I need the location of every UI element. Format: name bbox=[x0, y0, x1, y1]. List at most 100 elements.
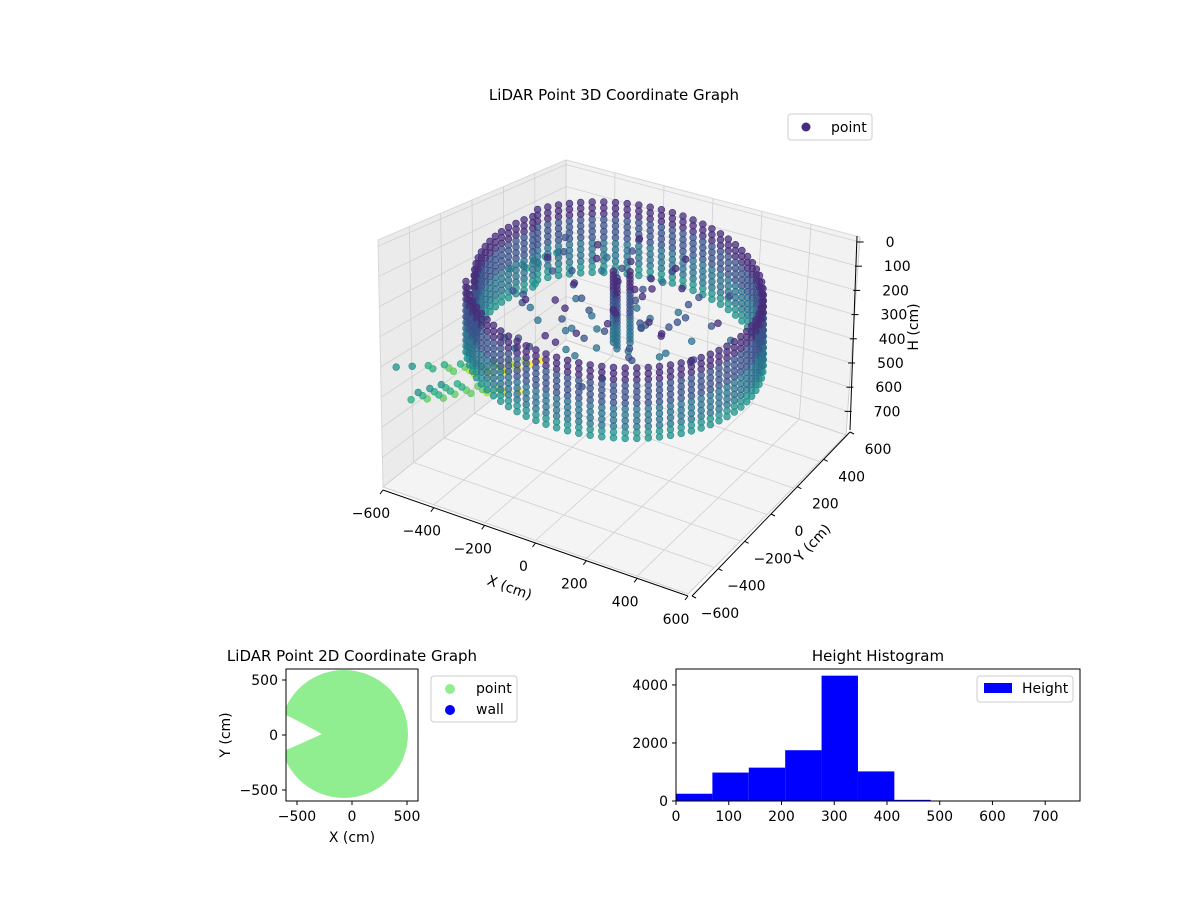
point-3d bbox=[665, 323, 673, 331]
point-3d bbox=[532, 416, 540, 425]
x-tick bbox=[684, 595, 689, 601]
grid-line bbox=[408, 226, 414, 463]
point-3d bbox=[497, 298, 506, 306]
point-3d bbox=[627, 257, 635, 266]
y-tick-label-3d: 400 bbox=[838, 469, 865, 485]
point-3d bbox=[714, 319, 722, 327]
y-tick-label-hist: 2000 bbox=[632, 736, 668, 752]
point-3d bbox=[593, 325, 601, 333]
z-axis-3d bbox=[849, 235, 858, 431]
point-3d bbox=[453, 380, 462, 388]
point-3d bbox=[603, 253, 611, 262]
point-3d bbox=[681, 255, 690, 263]
point-3d bbox=[408, 362, 416, 370]
point-3d bbox=[731, 311, 740, 319]
hist-bar bbox=[785, 750, 822, 801]
point-3d bbox=[716, 300, 725, 308]
point-3d bbox=[483, 386, 491, 394]
y-tick-label-hist: 0 bbox=[659, 794, 668, 810]
point-3d bbox=[603, 320, 612, 328]
point-3d bbox=[551, 296, 559, 304]
point-3d bbox=[592, 344, 601, 352]
point-3d bbox=[647, 275, 655, 283]
point-3d bbox=[725, 292, 734, 300]
point-3d bbox=[548, 267, 557, 275]
point-3d bbox=[638, 292, 647, 301]
point-3d bbox=[504, 402, 513, 411]
point-3d bbox=[657, 330, 666, 338]
x-tick-label-2d: −500 bbox=[278, 809, 316, 825]
grid-line bbox=[535, 364, 820, 462]
x-tick-label-hist: 100 bbox=[715, 809, 742, 825]
legend-3d-marker bbox=[801, 122, 811, 132]
point-3d bbox=[561, 304, 569, 312]
z-tick-label-3d: 600 bbox=[875, 380, 902, 396]
legend-2d: point wall bbox=[430, 675, 518, 723]
x-tick-label-3d: 400 bbox=[612, 594, 639, 610]
point-disc bbox=[286, 670, 408, 798]
y-tick-label-3d: 0 bbox=[795, 524, 804, 540]
y-tick bbox=[770, 513, 776, 517]
point-3d bbox=[598, 433, 606, 441]
plot-2d: LiDAR Point 2D Coordinate Graph −500 0 500… bbox=[218, 647, 518, 846]
grid-line bbox=[378, 186, 859, 277]
x-tick-label-3d: 0 bbox=[519, 559, 528, 575]
point-3d bbox=[567, 324, 576, 332]
x-tick-label-hist: 600 bbox=[979, 809, 1006, 825]
point-3d bbox=[621, 434, 629, 443]
point-3d bbox=[504, 294, 513, 302]
point-3d bbox=[666, 431, 675, 440]
grid-line bbox=[443, 437, 741, 542]
point-3d bbox=[609, 434, 618, 442]
hist-bars bbox=[676, 675, 1077, 801]
hist-bar bbox=[748, 767, 786, 801]
z-axis-3d-label: H (cm) bbox=[906, 303, 922, 350]
plot-hist-frame bbox=[675, 668, 1081, 802]
point-3d bbox=[542, 420, 550, 428]
point-3d bbox=[571, 352, 579, 360]
grid-line bbox=[377, 164, 860, 247]
point-3d bbox=[562, 345, 570, 354]
point-3d bbox=[593, 254, 601, 263]
legend-2d-marker-wall bbox=[445, 705, 455, 715]
point-3d bbox=[687, 427, 696, 435]
ticks-hist: 0 100 200 300 400 500 600 700 0 2000 4000 bbox=[632, 678, 1058, 825]
series-3d-point bbox=[392, 198, 767, 443]
point-3d bbox=[572, 329, 580, 337]
y-tick-label-hist: 4000 bbox=[632, 678, 668, 694]
point-3d bbox=[708, 295, 716, 303]
point-3d bbox=[707, 322, 716, 330]
point-3d bbox=[521, 295, 530, 304]
point-3d bbox=[544, 273, 552, 282]
hist-bar bbox=[712, 772, 749, 801]
point-3d bbox=[522, 412, 530, 420]
point-3d bbox=[625, 344, 634, 353]
point-3d bbox=[618, 264, 626, 272]
point-3d bbox=[392, 363, 400, 371]
y-tick-label-2d: 500 bbox=[251, 673, 278, 689]
y-tick-label-3d: 200 bbox=[812, 497, 839, 513]
y-tick-label-3d: 600 bbox=[865, 442, 892, 458]
point-3d bbox=[558, 315, 566, 323]
point-3d bbox=[737, 403, 745, 411]
legend-hist-marker bbox=[984, 683, 1012, 693]
point-3d bbox=[633, 434, 641, 443]
x-tick-label-2d: 500 bbox=[394, 809, 421, 825]
point-3d bbox=[407, 396, 415, 404]
point-3d bbox=[534, 316, 542, 324]
x-tick-label-3d: 600 bbox=[663, 612, 690, 628]
x-tick-label-3d: 200 bbox=[561, 577, 588, 593]
x-tick-label-hist: 400 bbox=[874, 809, 901, 825]
point-3d bbox=[497, 397, 505, 405]
point-3d bbox=[576, 269, 585, 277]
point-3d bbox=[568, 267, 576, 275]
x-tick-label-hist: 0 bbox=[672, 809, 681, 825]
y-tick-label-3d: −200 bbox=[753, 551, 791, 567]
z-tick-label-3d: 100 bbox=[884, 259, 911, 275]
point-3d bbox=[437, 380, 445, 389]
point-3d bbox=[684, 300, 693, 309]
x-tick bbox=[532, 542, 536, 548]
hist-bar bbox=[857, 771, 895, 801]
chart-2d-title: LiDAR Point 2D Coordinate Graph bbox=[227, 647, 477, 665]
